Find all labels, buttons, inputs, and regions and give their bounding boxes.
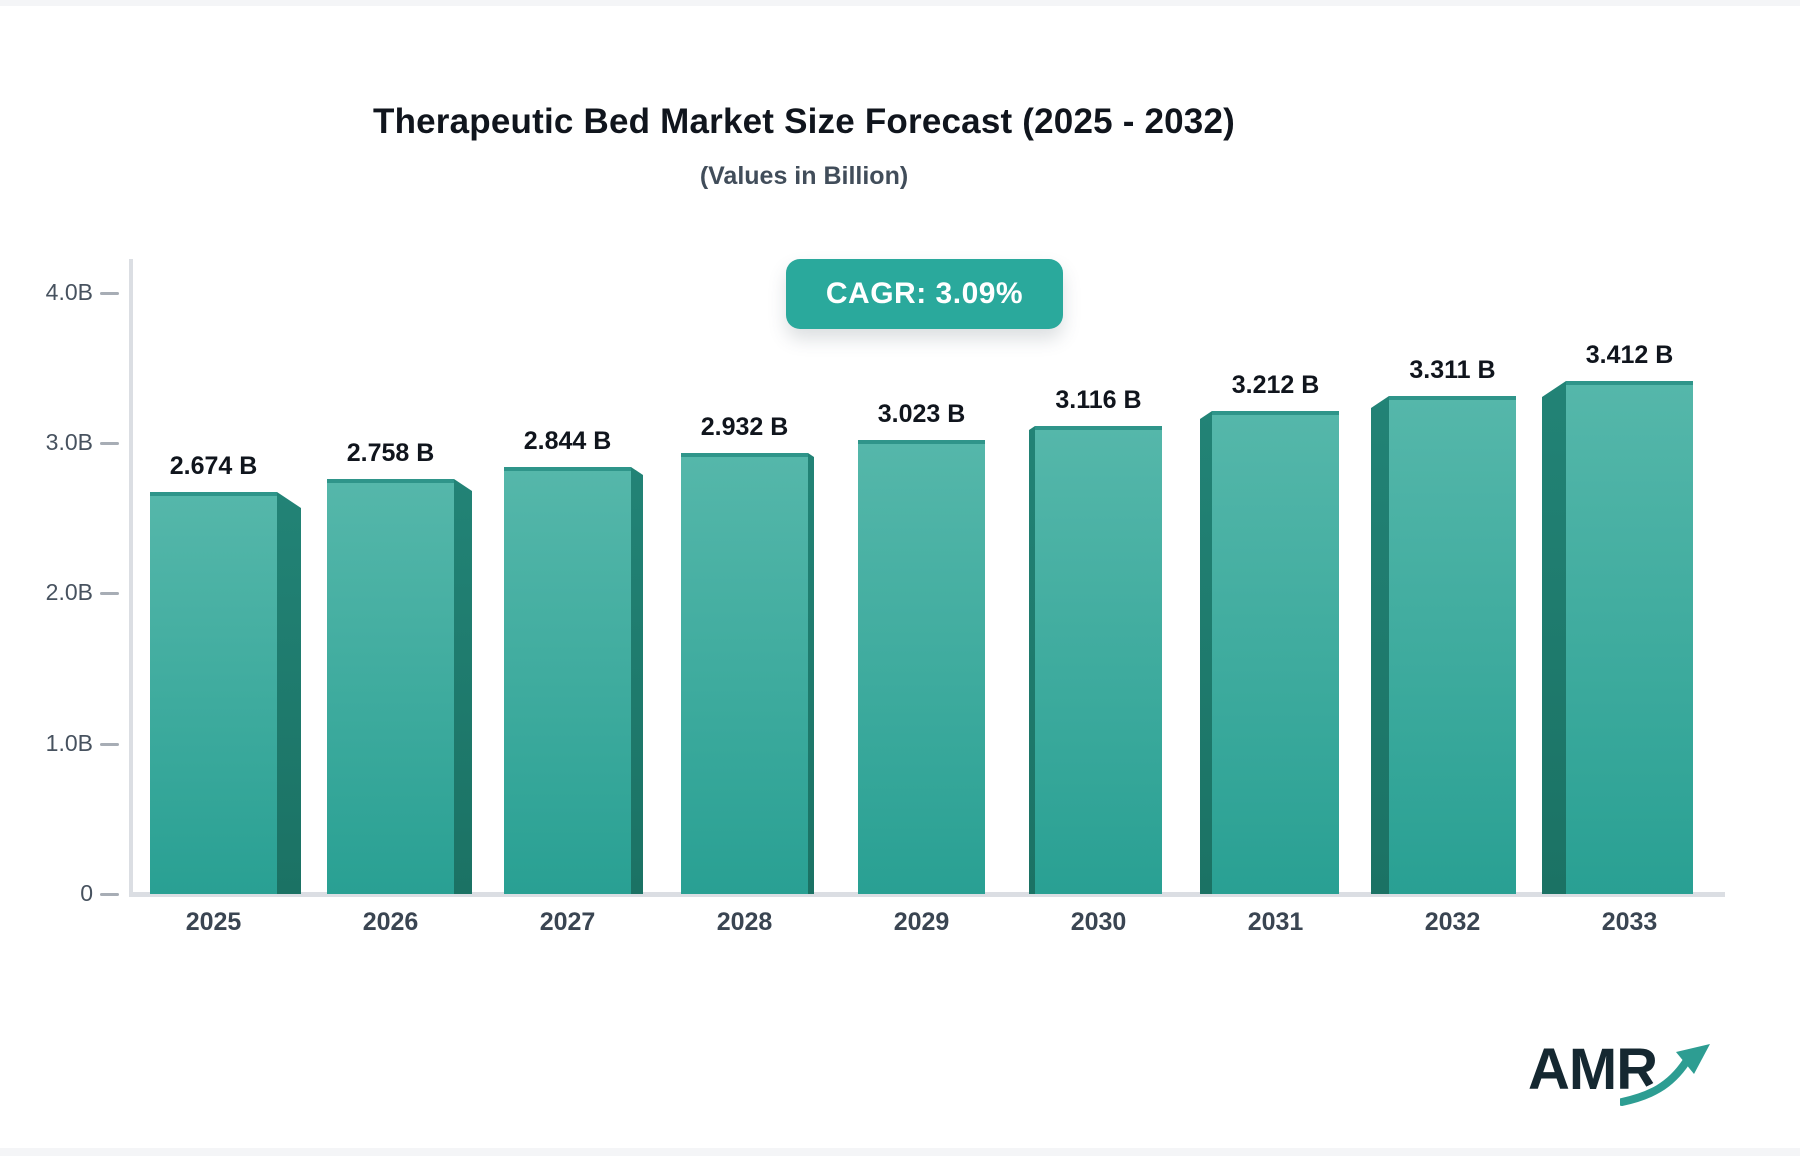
y-tick-mark — [100, 592, 119, 596]
y-tick-mark — [100, 291, 119, 295]
bar-value-label-2028: 2.932 B — [700, 413, 789, 441]
cagr-badge: CAGR: 3.09% — [786, 259, 1063, 329]
bar-2031 — [1212, 411, 1339, 894]
bar-value-label-2026: 2.758 B — [346, 439, 435, 467]
bar-2026 — [327, 479, 454, 894]
bar-value-label-2029: 3.023 B — [877, 400, 966, 428]
y-tick-mark — [100, 442, 119, 446]
bar-2025 — [150, 492, 277, 894]
x-tick-label-2027: 2027 — [539, 908, 596, 936]
y-tick-label-1.0B: 1.0B — [45, 729, 93, 756]
x-tick-label-2026: 2026 — [362, 908, 419, 936]
bar-value-label-2033: 3.412 B — [1585, 341, 1674, 369]
chart-subtitle: (Values in Billion) — [699, 162, 909, 190]
x-tick-label-2029: 2029 — [893, 908, 950, 936]
bar-side-2027 — [631, 467, 643, 894]
bar-side-2033 — [1542, 381, 1566, 894]
bar-value-label-2032: 3.311 B — [1409, 356, 1496, 384]
bar-side-2025 — [277, 492, 301, 894]
bar-side-2026 — [454, 479, 472, 894]
x-tick-label-2031: 2031 — [1247, 908, 1304, 936]
bar-2028 — [681, 453, 808, 894]
bar-value-label-2031: 3.212 B — [1231, 371, 1320, 399]
y-tick-label-0: 0 — [80, 880, 93, 906]
y-tick-mark — [100, 742, 119, 746]
bar-value-label-2030: 3.116 B — [1055, 386, 1142, 414]
bar-side-2030 — [1029, 426, 1035, 894]
x-axis-line — [129, 892, 1725, 897]
bar-2033 — [1566, 381, 1693, 894]
x-tick-label-2033: 2033 — [1601, 908, 1658, 936]
x-tick-label-2030: 2030 — [1070, 908, 1127, 936]
bar-2030 — [1035, 426, 1162, 894]
chart-card: Therapeutic Bed Market Size Forecast (20… — [0, 6, 1800, 1148]
bar-2029 — [858, 440, 985, 894]
x-tick-label-2028: 2028 — [716, 908, 773, 936]
y-tick-label-2.0B: 2.0B — [45, 579, 93, 606]
bar-2027 — [504, 467, 631, 894]
x-tick-label-2032: 2032 — [1424, 908, 1481, 936]
amr-logo: AMR — [1528, 1036, 1718, 1116]
y-tick-label-3.0B: 3.0B — [45, 429, 93, 456]
bar-side-2028 — [808, 453, 814, 894]
bar-value-label-2027: 2.844 B — [523, 427, 612, 455]
chart-title: Therapeutic Bed Market Size Forecast (20… — [372, 102, 1235, 141]
y-tick-mark — [100, 893, 119, 896]
bar-2032 — [1389, 396, 1516, 894]
bar-side-2031 — [1200, 411, 1212, 894]
x-tick-label-2025: 2025 — [185, 908, 242, 936]
bar-value-label-2025: 2.674 B — [169, 452, 258, 480]
y-axis-line — [129, 259, 133, 896]
growth-arrow-icon — [1620, 1044, 1710, 1108]
bar-side-2032 — [1371, 396, 1389, 894]
y-tick-label-4.0B: 4.0B — [45, 278, 93, 305]
